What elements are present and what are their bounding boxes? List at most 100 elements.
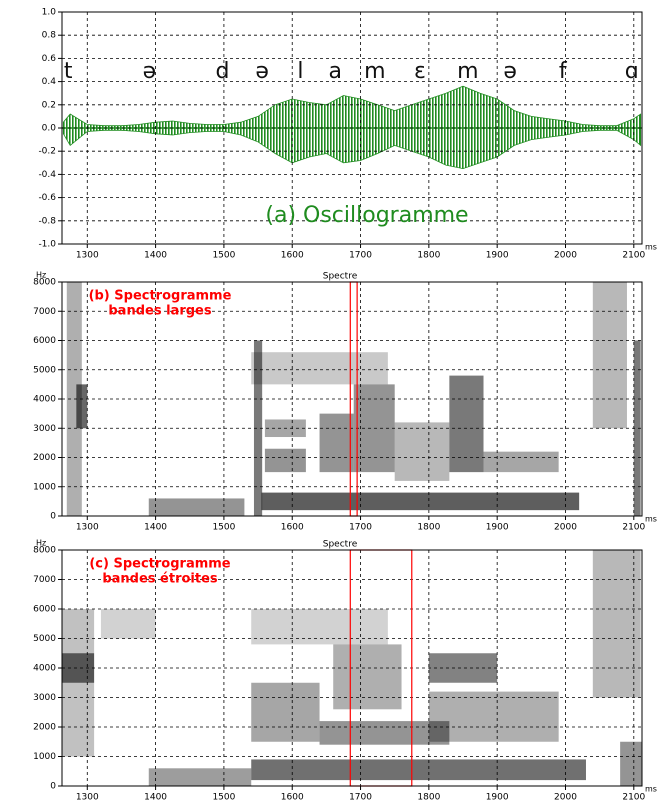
x-tick-label: 1300 (76, 251, 99, 261)
phoneme-label: ɑ (625, 59, 639, 84)
y-tick-label: 0.6 (42, 54, 57, 64)
x-tick-label: 2100 (622, 251, 645, 261)
energy-band (592, 550, 641, 698)
y-tick-label: 8000 (33, 546, 56, 556)
y-tick-label: -0.2 (38, 147, 56, 157)
energy-band (633, 340, 641, 516)
x-tick-label: 1900 (486, 251, 509, 261)
energy-band (261, 492, 580, 511)
energy-band (148, 768, 252, 786)
spectre-label: Spectre (323, 540, 358, 550)
phoneme-label: ə (503, 59, 517, 84)
y-tick-label: 0.0 (42, 124, 57, 134)
y-tick-label: 5000 (33, 634, 56, 644)
waveform-upper (62, 85, 642, 129)
x-tick-label: 2100 (622, 523, 645, 533)
x-tick-label: 1700 (349, 793, 372, 803)
x-tick-label: 2000 (554, 251, 577, 261)
x-unit: ms (645, 515, 657, 524)
x-tick-label: 1400 (144, 251, 167, 261)
phoneme-label: m (364, 59, 385, 84)
energy-band (333, 644, 402, 710)
energy-band (428, 653, 498, 683)
spectre-label: Spectre (323, 272, 358, 282)
phoneme-label: a (329, 59, 342, 84)
energy-band (62, 609, 95, 757)
y-tick-label: -0.6 (38, 193, 56, 203)
x-tick-label: 1600 (281, 251, 304, 261)
x-tick-label: 1500 (212, 251, 235, 261)
x-tick-label: 1800 (417, 251, 440, 261)
x-unit: ms (645, 243, 657, 252)
x-tick-label: 1800 (417, 523, 440, 533)
x-tick-label: 1900 (486, 523, 509, 533)
energy-band (620, 741, 642, 786)
y-tick-label: 7000 (33, 307, 56, 317)
phoneme-label: l (297, 59, 303, 84)
energy-band (449, 375, 484, 473)
phoneme-label: m (457, 59, 478, 84)
energy-band (251, 682, 320, 742)
y-tick-label: 1.0 (42, 8, 57, 18)
plot (62, 85, 642, 170)
x-tick-label: 1600 (281, 523, 304, 533)
y-tick-label: 0.4 (42, 77, 57, 87)
x-tick-label: 1700 (349, 523, 372, 533)
y-tick-label: 6000 (33, 605, 56, 615)
y-tick-label: 8000 (33, 278, 56, 288)
panel-label: (b) Spectrogramme (89, 289, 232, 304)
energy-band (428, 691, 559, 742)
y-tick-label: 0 (50, 782, 56, 792)
energy-band (76, 384, 88, 429)
x-tick-label: 1400 (144, 523, 167, 533)
x-tick-label: 2100 (622, 793, 645, 803)
energy-band (394, 422, 450, 481)
phoneme-label: ə (255, 59, 269, 84)
y-tick-label: 3000 (33, 693, 56, 703)
y-tick-label: 7000 (33, 575, 56, 585)
x-unit: ms (645, 785, 657, 794)
y-tick-label: 0.2 (42, 100, 56, 110)
phoneme-label: d (216, 59, 230, 84)
energy-band (148, 498, 245, 516)
y-unit: Hz (36, 271, 46, 280)
y-tick-label: 2000 (33, 723, 56, 733)
y-tick-label: 1000 (33, 482, 56, 492)
phoneme-label: ɛ (414, 59, 426, 84)
energy-band (251, 759, 586, 781)
x-tick-label: 1300 (76, 523, 99, 533)
waveform-lower (62, 127, 642, 170)
x-tick-label: 1800 (417, 793, 440, 803)
y-tick-label: -0.4 (38, 170, 56, 180)
x-tick-label: 1600 (281, 793, 304, 803)
energy-band (592, 282, 627, 429)
x-tick-label: 1700 (349, 251, 372, 261)
phoneme-label: f (559, 59, 568, 84)
energy-band (100, 609, 156, 639)
x-tick-label: 1500 (212, 793, 235, 803)
y-tick-label: 0.8 (42, 31, 57, 41)
y-tick-label: 0 (50, 512, 56, 522)
y-tick-label: 1000 (33, 752, 56, 762)
y-tick-label: -1.0 (38, 240, 56, 250)
panel-label: (c) Spectrogramme (89, 557, 230, 572)
x-tick-label: 1300 (76, 793, 99, 803)
energy-band (253, 340, 263, 516)
x-tick-label: 2000 (554, 793, 577, 803)
phoneme-label: t (64, 59, 73, 84)
y-tick-label: 4000 (33, 395, 56, 405)
y-tick-label: 5000 (33, 365, 56, 375)
y-tick-label: 3000 (33, 424, 56, 434)
panel-label: bandes larges (108, 304, 211, 319)
x-tick-label: 2000 (554, 523, 577, 533)
x-tick-label: 1900 (486, 793, 509, 803)
y-tick-label: -0.8 (38, 216, 56, 226)
x-tick-label: 1400 (144, 793, 167, 803)
energy-band (251, 609, 388, 645)
panel-label: (a) Oscillogramme (265, 203, 468, 228)
panel-label: bandes étroites (102, 572, 218, 587)
energy-band (264, 448, 306, 473)
y-tick-label: 4000 (33, 664, 56, 674)
energy-band (319, 413, 354, 473)
